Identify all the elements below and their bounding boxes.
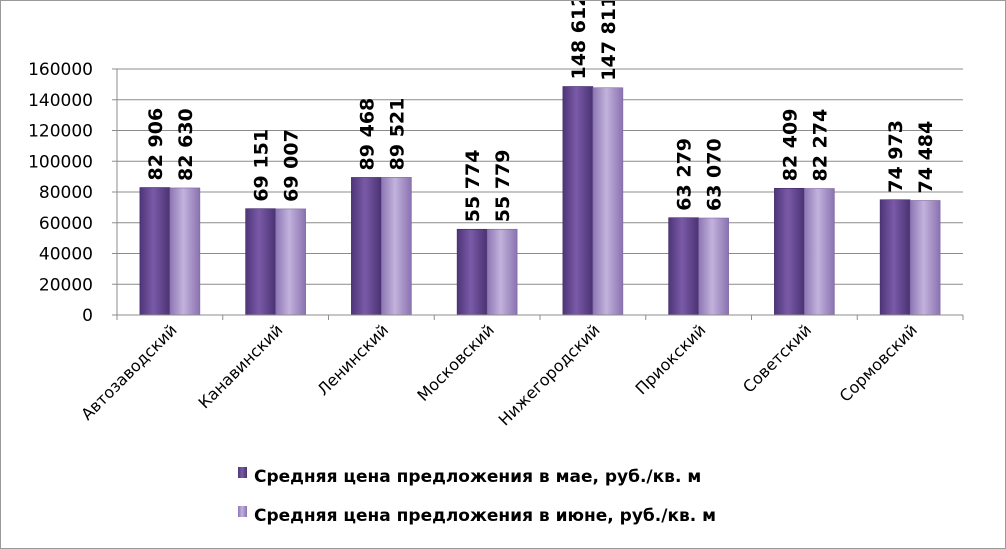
bar-june [592, 87, 624, 316]
y-tick-label: 120000 [28, 122, 93, 142]
bar-june [381, 177, 412, 316]
data-label: 89 521 [386, 98, 408, 171]
data-label: 74 973 [885, 120, 907, 193]
bar-june [486, 228, 518, 316]
bar-june [804, 188, 835, 316]
legend: Средняя цена предложения в мае, руб./кв.… [238, 467, 716, 526]
y-tick-label: 20000 [39, 275, 93, 295]
axes [112, 68, 964, 320]
data-label: 55 774 [462, 150, 484, 223]
data-label: 69 151 [251, 129, 273, 202]
legend-entry-may: Средняя цена предложения в мае, руб./кв.… [254, 467, 701, 487]
category-label: Нижегородский [495, 320, 604, 429]
category-label: Ленинский [313, 320, 392, 399]
category-label: Сормовский [836, 320, 921, 405]
bar-may [245, 208, 276, 316]
y-tick-label: 40000 [39, 245, 93, 265]
bar-june [698, 217, 729, 316]
bars [139, 86, 941, 316]
y-tick-label: 140000 [28, 91, 93, 111]
y-tick-label: 60000 [39, 214, 93, 234]
legend-swatch-june [238, 506, 247, 517]
bar-may [879, 199, 911, 316]
bar-may [456, 228, 488, 316]
data-labels: 82 906 82 630 69 151 69 007 89 468 89 521 55 7… [145, 1, 937, 222]
bar-may [668, 217, 699, 316]
data-label: 63 279 [674, 138, 696, 211]
data-label: 82 274 [809, 109, 831, 182]
legend-entry-june: Средняя цена предложения в июне, руб./кв… [254, 506, 716, 526]
category-labels: Автозаводский Канавинский Ленинский Московс… [77, 320, 921, 429]
bar-may [139, 187, 171, 316]
y-tick-label: 80000 [39, 183, 93, 203]
bar-june [909, 200, 941, 316]
data-label: 82 630 [175, 108, 197, 181]
data-label: 82 409 [779, 109, 801, 182]
data-label: 69 007 [281, 129, 303, 202]
data-label: 147 811 [598, 1, 620, 81]
bar-june [169, 187, 201, 316]
data-label: 82 906 [145, 108, 167, 181]
bar-may [774, 187, 805, 316]
data-label: 55 779 [492, 150, 514, 223]
bar-may [562, 86, 594, 316]
legend-swatch-may [238, 467, 247, 478]
y-tick-label: 100000 [28, 152, 93, 172]
gridlines [117, 68, 963, 316]
bar-may [351, 177, 382, 316]
bar-june [275, 208, 306, 316]
data-label: 74 484 [915, 121, 937, 194]
data-label: 148 612 [568, 1, 590, 80]
category-label: Канавинский [195, 320, 287, 412]
category-label: Автозаводский [77, 320, 180, 423]
y-tick-label: 160000 [28, 60, 93, 80]
category-label: Приокский [631, 320, 709, 398]
y-tick-label: 0 [82, 306, 93, 326]
category-label: Советский [739, 320, 815, 396]
category-label: Московский [413, 320, 498, 405]
y-tick-labels: 0 20000 40000 60000 80000 100000 120000 140000 1… [28, 60, 93, 326]
data-label: 89 468 [356, 98, 378, 171]
data-label: 63 070 [704, 138, 726, 211]
